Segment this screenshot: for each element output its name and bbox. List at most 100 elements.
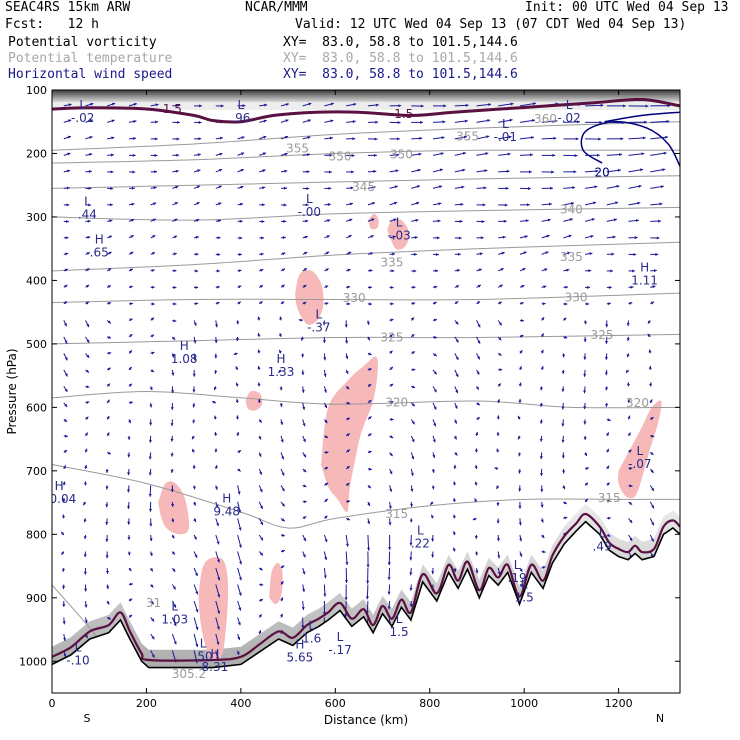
wind-vector-head: [170, 407, 174, 410]
wind-vector-head: [606, 465, 610, 469]
wind-vector: [540, 468, 544, 476]
wind-vector: [63, 252, 69, 256]
wind-vector: [127, 452, 131, 458]
field-wind-xy: XY= 83.0, 58.8 to 101.5,144.6: [283, 67, 518, 82]
wind-vector-head: [261, 203, 265, 207]
wind-vector: [150, 234, 156, 239]
wind-vector: [302, 516, 307, 520]
wind-vector-head: [474, 465, 478, 468]
wind-vector: [476, 284, 482, 288]
wind-vector: [170, 485, 174, 493]
wind-vector-head: [526, 203, 530, 207]
wind-vector: [389, 201, 398, 206]
wind-vector-head: [298, 318, 302, 322]
wind-vector-head: [193, 357, 197, 361]
theta-contour-335: [52, 241, 680, 272]
wind-vector-head: [648, 349, 652, 353]
wind-vector-head: [472, 517, 476, 521]
wind-vector-head: [86, 354, 90, 358]
wind-vector-head: [325, 467, 329, 470]
wind-vector-head: [64, 388, 68, 392]
wind-vector: [191, 435, 195, 440]
wind-vector: [302, 170, 310, 174]
wind-vector: [561, 402, 565, 410]
wind-vector: [345, 369, 349, 375]
wind-vector: [84, 617, 88, 624]
wind-vector-head: [432, 439, 436, 443]
wind-vector: [389, 153, 400, 157]
wind-vector-head: [153, 186, 157, 190]
wind-vector-head: [301, 389, 305, 393]
wind-vector-head: [348, 251, 352, 255]
wind-vector: [431, 468, 435, 473]
wind-vector: [497, 352, 502, 356]
wind-vector-head: [214, 432, 218, 435]
extremum-letter: L: [417, 523, 424, 537]
wind-vector-head: [640, 168, 643, 172]
wind-vector: [171, 551, 176, 555]
wind-vector: [106, 383, 111, 387]
wind-vector: [476, 103, 492, 107]
wind-vector: [106, 600, 110, 605]
wind-vector-head: [150, 369, 155, 372]
wind-vector: [324, 482, 329, 486]
wind-vector-head: [215, 324, 218, 328]
wind-vector-head: [83, 519, 87, 523]
wind-vector-head: [662, 168, 666, 172]
wind-vector-head: [461, 185, 465, 189]
wind-vector: [454, 202, 464, 206]
wind-vector-head: [192, 373, 196, 377]
wind-vector-head: [432, 454, 436, 458]
wind-vector-head: [390, 417, 394, 421]
wind-vector: [237, 252, 242, 256]
negative-pv-region-3: [158, 481, 190, 535]
wind-vector-head: [106, 601, 110, 605]
wind-vector-head: [86, 339, 90, 343]
wind-vector: [498, 235, 506, 239]
wind-vector-head: [658, 219, 661, 223]
terrain-fill: [52, 521, 680, 693]
wind-vector: [540, 485, 544, 493]
wind-vector-head: [133, 137, 136, 141]
wind-vector-head: [193, 340, 197, 344]
wind-vector-head: [301, 372, 305, 376]
theta-label: 350: [329, 150, 352, 164]
wind-vector-head: [393, 218, 397, 222]
wind-vector: [367, 252, 374, 256]
wind-vector-head: [562, 470, 566, 474]
wind-vector: [324, 119, 334, 123]
wind-vector-head: [412, 302, 416, 306]
wind-vector-head: [107, 383, 110, 387]
wind-vector: [583, 336, 587, 343]
wind-vector-head: [621, 121, 625, 125]
wind-vector: [259, 103, 268, 107]
wind-vector-head: [149, 387, 153, 391]
wind-vector: [606, 168, 621, 173]
wind-contour-1: [604, 111, 680, 123]
wind-vector: [300, 336, 304, 341]
wind-vector-head: [197, 153, 201, 157]
wind-vector: [150, 600, 155, 605]
wind-vector: [344, 567, 348, 583]
wind-vector-head: [636, 219, 639, 222]
wind-vector: [563, 218, 573, 222]
wind-vector: [453, 481, 457, 486]
wind-vector: [258, 534, 264, 541]
wind-vector: [302, 301, 307, 305]
wind-vector-head: [127, 505, 131, 509]
y-tick-label: 500: [26, 338, 47, 351]
wind-vector-head: [389, 350, 393, 354]
wind-vector-head: [281, 549, 285, 553]
wind-vector-head: [626, 382, 630, 386]
wind-vector-head: [346, 483, 350, 487]
wind-vector: [627, 398, 631, 403]
wind-vector: [650, 252, 659, 256]
wind-vector: [324, 170, 332, 174]
wind-vector: [454, 336, 459, 343]
wind-vector-head: [521, 285, 525, 288]
wind-vector: [389, 235, 396, 239]
wind-vector: [541, 170, 555, 174]
wind-vector: [150, 584, 154, 588]
wind-vector-head: [651, 505, 654, 509]
wind-vector: [149, 534, 153, 542]
